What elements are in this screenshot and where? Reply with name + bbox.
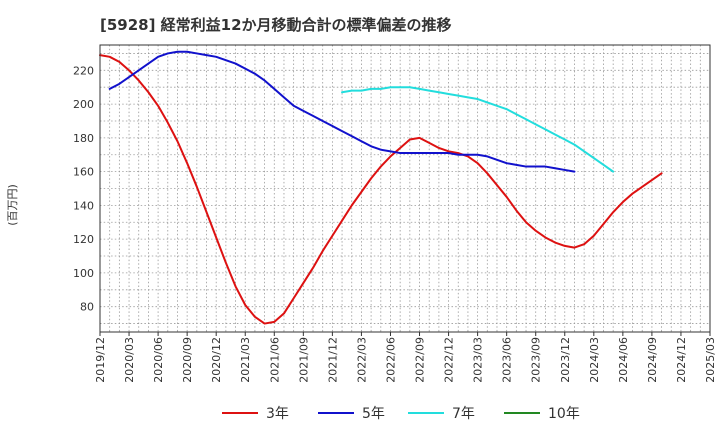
- x-tick-label: 2021/12: [326, 337, 339, 383]
- x-tick-label: 2023/12: [559, 337, 572, 383]
- y-tick-label: 80: [80, 301, 94, 314]
- legend-label-3: 7年: [452, 406, 475, 422]
- y-tick-label: 160: [73, 166, 94, 179]
- y-tick-label: 120: [73, 233, 94, 246]
- x-tick-label: 2020/12: [210, 337, 223, 383]
- legend-label-2: 5年: [362, 406, 385, 422]
- x-tick-label: 2019/12: [94, 337, 107, 383]
- legend: 3年 5年 7年 10年: [222, 406, 580, 422]
- series-line-3: [341, 86, 615, 173]
- y-tick-label: 220: [73, 64, 94, 77]
- x-tick-label: 2024/06: [617, 337, 630, 383]
- chart-title: [5928] 経常利益12か月移動合計の標準偏差の推移: [100, 16, 452, 34]
- x-tick-label: 2021/06: [268, 337, 281, 383]
- x-tick-label: 2024/12: [675, 337, 688, 383]
- x-tick-label: 2024/09: [646, 337, 659, 383]
- x-tick-label: 2023/06: [501, 337, 514, 383]
- x-tick-label: 2023/03: [472, 337, 485, 383]
- y-tick-label: 180: [73, 132, 94, 145]
- y-axis-label: (百万円): [6, 184, 19, 226]
- x-tick-label: 2020/09: [181, 337, 194, 383]
- y-tick-label: 200: [73, 98, 94, 111]
- series-line-1: [99, 54, 663, 325]
- y-tick-label: 100: [73, 267, 94, 280]
- x-tick-label: 2020/06: [152, 337, 165, 383]
- x-tick-label: 2024/03: [588, 337, 601, 383]
- legend-label-1: 3年: [266, 406, 289, 422]
- x-tick-label: 2023/09: [530, 337, 543, 383]
- plot-frame: [99, 44, 711, 333]
- x-tick-label: 2022/03: [355, 337, 368, 383]
- legend-label-4: 10年: [548, 406, 580, 422]
- grid-lines: [100, 45, 710, 332]
- axes: 80 100 120 140 160 180 200 220 2019/12 2020/03 202…: [73, 44, 717, 383]
- x-tick-label: 2021/03: [239, 337, 252, 383]
- x-tick-label: 2022/06: [384, 337, 397, 383]
- series-line-2: [108, 50, 576, 173]
- x-tick-label: 2025/03: [704, 337, 717, 383]
- x-tick-label: 2020/03: [123, 337, 136, 383]
- series-lines: [99, 50, 663, 325]
- x-tick-label: 2021/09: [297, 337, 310, 383]
- y-tick-label: 140: [73, 199, 94, 212]
- x-tick-label: 2022/09: [414, 337, 427, 383]
- x-tick-label: 2022/12: [443, 337, 456, 383]
